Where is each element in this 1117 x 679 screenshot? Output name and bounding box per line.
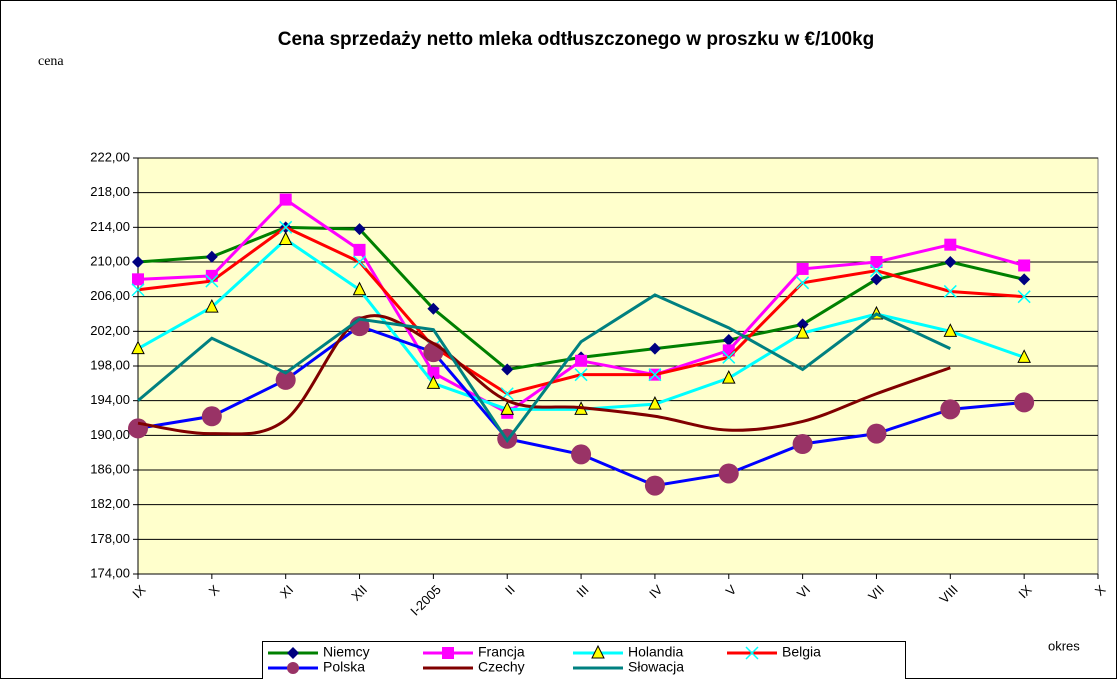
marker bbox=[201, 406, 222, 427]
marker bbox=[352, 281, 367, 296]
marker bbox=[721, 370, 736, 384]
marker bbox=[944, 256, 957, 268]
series bbox=[137, 314, 951, 436]
marker bbox=[648, 368, 662, 382]
marker bbox=[205, 250, 218, 263]
marker bbox=[745, 646, 759, 660]
marker bbox=[943, 284, 957, 298]
marker bbox=[869, 264, 883, 278]
legend-label: Czechy bbox=[478, 659, 525, 675]
marker bbox=[442, 647, 454, 659]
y-tick-label: 194,00 bbox=[90, 392, 130, 407]
marker bbox=[132, 256, 144, 268]
marker bbox=[940, 399, 961, 420]
legend-marker bbox=[287, 647, 299, 659]
marker bbox=[279, 193, 292, 206]
marker bbox=[796, 318, 809, 331]
marker bbox=[571, 444, 592, 465]
marker bbox=[205, 274, 219, 288]
y-tick-label: 182,00 bbox=[90, 496, 130, 511]
marker bbox=[131, 340, 145, 355]
line bbox=[137, 314, 951, 436]
legend-marker bbox=[442, 647, 454, 659]
legend-marker bbox=[287, 662, 299, 674]
marker bbox=[796, 262, 809, 275]
marker bbox=[132, 273, 144, 286]
marker bbox=[275, 369, 296, 390]
marker bbox=[796, 276, 810, 290]
marker bbox=[353, 255, 367, 269]
marker bbox=[943, 323, 958, 337]
marker bbox=[648, 396, 662, 410]
y-tick-label: 218,00 bbox=[90, 184, 130, 199]
marker bbox=[278, 231, 293, 245]
y-tick-label: 210,00 bbox=[90, 253, 130, 268]
y-axis-label: cena bbox=[38, 54, 64, 69]
chart-title: Cena sprzedaży netto mleka odtłuszczoneg… bbox=[278, 29, 875, 50]
marker bbox=[500, 401, 515, 415]
marker bbox=[1018, 273, 1031, 286]
y-tick-label: 214,00 bbox=[90, 219, 130, 234]
marker bbox=[795, 324, 810, 339]
line bbox=[137, 293, 951, 444]
legend-marker bbox=[745, 646, 759, 660]
marker bbox=[574, 368, 588, 382]
legend bbox=[262, 641, 906, 679]
legend-label: Niemcy bbox=[323, 644, 370, 660]
series bbox=[131, 220, 1031, 401]
y-tick-label: 222,00 bbox=[90, 149, 130, 164]
marker bbox=[718, 463, 739, 484]
y-tick-label: 206,00 bbox=[90, 288, 130, 303]
marker bbox=[1014, 392, 1035, 413]
legend-label: Słowacja bbox=[628, 659, 684, 675]
marker bbox=[205, 298, 219, 313]
marker bbox=[792, 434, 813, 454]
marker bbox=[722, 334, 735, 346]
marker bbox=[353, 243, 366, 256]
marker bbox=[944, 238, 957, 251]
marker bbox=[575, 354, 588, 367]
series bbox=[137, 293, 951, 444]
legend-label: Holandia bbox=[628, 644, 683, 660]
marker bbox=[287, 662, 299, 674]
legend-label: Polska bbox=[323, 659, 365, 675]
marker bbox=[866, 423, 887, 444]
y-tick-label: 178,00 bbox=[90, 531, 130, 546]
marker bbox=[128, 418, 148, 439]
marker bbox=[870, 273, 883, 286]
legend-label: Belgia bbox=[782, 644, 821, 660]
marker bbox=[722, 350, 736, 364]
x-axis-label: okres bbox=[1048, 638, 1080, 653]
marker bbox=[591, 644, 605, 659]
y-tick-label: 190,00 bbox=[90, 427, 130, 442]
legend-label: Francja bbox=[478, 644, 525, 660]
y-tick-label: 202,00 bbox=[90, 323, 130, 338]
y-tick-label: 198,00 bbox=[90, 357, 130, 372]
marker bbox=[427, 366, 440, 379]
series bbox=[128, 316, 1035, 496]
marker bbox=[1017, 290, 1031, 304]
marker bbox=[427, 302, 440, 315]
marker bbox=[131, 283, 145, 297]
marker bbox=[279, 220, 293, 234]
legend-marker bbox=[591, 644, 605, 659]
y-tick-label: 186,00 bbox=[90, 461, 130, 476]
marker bbox=[501, 363, 514, 376]
marker bbox=[353, 223, 366, 236]
marker bbox=[426, 375, 441, 389]
marker bbox=[1017, 349, 1031, 363]
marker bbox=[644, 475, 665, 496]
marker bbox=[870, 256, 883, 268]
marker bbox=[648, 342, 661, 355]
marker bbox=[287, 647, 299, 659]
y-tick-label: 174,00 bbox=[90, 565, 130, 580]
marker bbox=[1018, 259, 1031, 272]
